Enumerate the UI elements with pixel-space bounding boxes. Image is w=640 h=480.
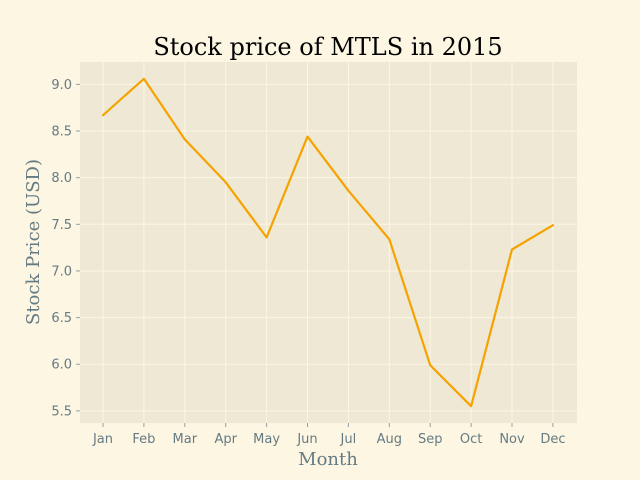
x-tick-label: Sep bbox=[418, 432, 443, 447]
x-tick-label: Dec bbox=[540, 432, 565, 447]
y-tick-label: 8.5 bbox=[51, 125, 72, 140]
x-tick-label: Mar bbox=[173, 432, 198, 447]
axis-ticks: Jan Feb Mar Apr May Jun Jul Aug Sep Oct Nov Dec 5.5 6… bbox=[51, 78, 565, 447]
y-tick-label: 5.5 bbox=[51, 404, 72, 419]
x-tick-label: Jan bbox=[92, 432, 113, 447]
x-tick-label: Oct bbox=[460, 432, 482, 447]
y-tick-label: 7.0 bbox=[51, 264, 72, 279]
series-line-0 bbox=[101, 77, 555, 408]
series-group bbox=[101, 77, 555, 408]
x-axis-label: Month bbox=[298, 449, 358, 470]
y-tick-label: 8.0 bbox=[51, 171, 72, 186]
y-tick-label: 6.5 bbox=[51, 311, 72, 326]
x-tick-label: Jun bbox=[296, 432, 317, 447]
plot-area bbox=[80, 62, 577, 423]
y-axis-label: Stock Price (USD) bbox=[23, 159, 44, 325]
x-tick-label: Apr bbox=[214, 432, 237, 447]
x-tick-label: Aug bbox=[377, 432, 402, 447]
x-tick-label: May bbox=[253, 432, 280, 447]
y-tick-label: 6.0 bbox=[51, 358, 72, 373]
x-tick-label: Feb bbox=[132, 432, 155, 447]
y-tick-label: 7.5 bbox=[51, 218, 72, 233]
y-tick-label: 9.0 bbox=[51, 78, 72, 93]
x-tick-label: Jul bbox=[340, 432, 357, 447]
grid bbox=[80, 62, 577, 423]
x-tick-label: Nov bbox=[499, 432, 525, 447]
chart-title: Stock price of MTLS in 2015 bbox=[153, 33, 502, 61]
